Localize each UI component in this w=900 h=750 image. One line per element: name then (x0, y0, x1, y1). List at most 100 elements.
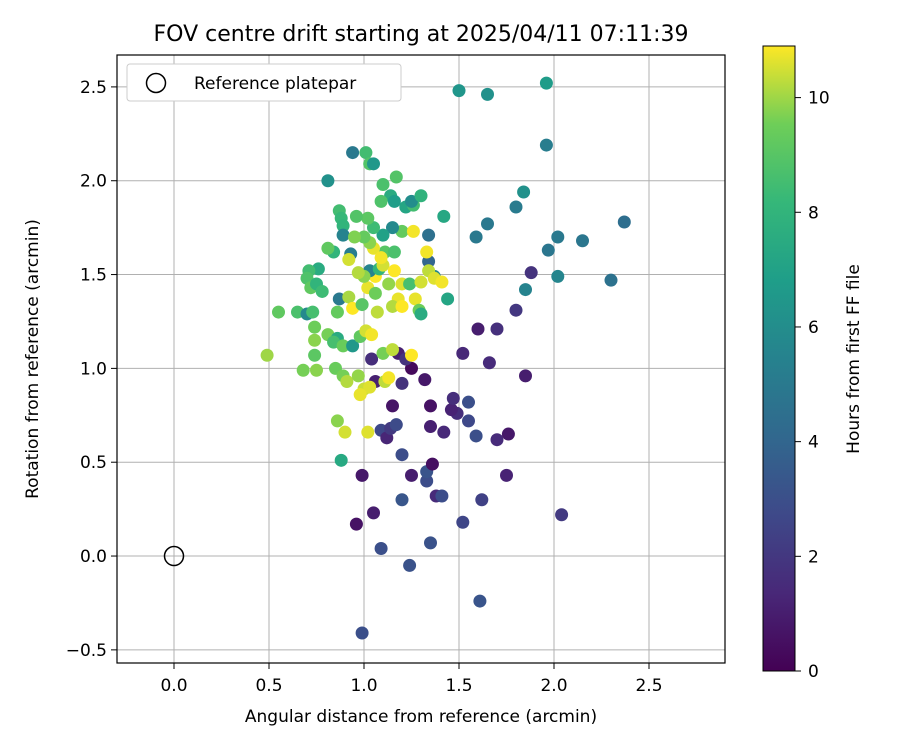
data-point (348, 230, 361, 244)
data-point (420, 474, 434, 488)
data-point (321, 241, 335, 255)
y-tick-label: 1.5 (80, 266, 107, 286)
data-point (490, 322, 504, 336)
data-point (315, 284, 329, 298)
y-tick-label: 2.0 (80, 172, 107, 192)
data-point (359, 146, 373, 160)
data-point (519, 369, 532, 383)
y-axis-ticks: −0.5 0.0 0.5 1.0 1.5 2.0 2.5 (66, 78, 117, 661)
data-point (473, 594, 487, 608)
data-point (444, 403, 458, 417)
data-point (418, 373, 432, 387)
data-point (351, 369, 365, 383)
data-point (351, 266, 365, 280)
data-point (386, 221, 399, 235)
colorbar-ticks: 0 2 4 6 8 10 (795, 89, 830, 682)
data-point (308, 320, 322, 334)
data-point (363, 380, 377, 394)
data-point (349, 517, 363, 531)
y-tick-label: −0.5 (66, 641, 107, 661)
legend-entry-reference-platepar: Reference platepar (194, 74, 356, 94)
reference-platepar-marker (163, 545, 185, 567)
data-point (446, 391, 460, 405)
colorbar: 0 2 4 6 8 10 Hours from first FF file (762, 45, 864, 682)
colorbar-tick-label: 8 (808, 203, 819, 223)
data-point (374, 542, 388, 556)
colorbar-gradient (762, 45, 796, 672)
x-tick-label: 0.0 (160, 676, 187, 696)
data-point (469, 230, 483, 244)
data-point (330, 305, 344, 319)
data-point (435, 275, 449, 289)
data-point (509, 303, 523, 317)
data-point (386, 343, 399, 357)
data-point (405, 468, 418, 482)
data-point (395, 448, 409, 462)
data-point (482, 356, 496, 370)
x-tick-label: 2.5 (635, 676, 662, 696)
colorbar-tick-label: 4 (808, 433, 819, 453)
data-point (308, 333, 322, 347)
data-point (406, 224, 420, 238)
data-point (469, 429, 483, 443)
data-point (403, 277, 417, 291)
colorbar-tick-label: 0 (808, 662, 819, 682)
x-tick-label: 1.5 (445, 676, 472, 696)
legend: Reference platepar (126, 63, 402, 102)
data-point (452, 84, 466, 98)
data-point (551, 230, 565, 244)
data-point (296, 363, 310, 377)
data-point (456, 515, 470, 529)
data-points (260, 76, 631, 640)
y-tick-label: 0.5 (80, 453, 107, 473)
data-point (376, 228, 390, 242)
data-point (424, 399, 437, 413)
data-point (387, 264, 401, 278)
data-point (617, 215, 631, 229)
data-point (386, 399, 399, 413)
data-point (361, 211, 375, 225)
data-point (260, 348, 274, 362)
data-point (425, 457, 439, 471)
data-point (272, 305, 285, 319)
data-point (355, 626, 369, 640)
data-point (395, 376, 409, 390)
data-point (414, 275, 428, 289)
data-point (355, 468, 369, 482)
data-point (490, 433, 504, 447)
reference-marker-group (163, 545, 185, 567)
data-point (604, 273, 618, 287)
data-point (509, 200, 523, 214)
data-point (395, 299, 409, 313)
data-point (310, 363, 323, 377)
data-point (539, 138, 553, 152)
y-tick-label: 1.0 (80, 359, 107, 379)
x-axis-ticks: 0.0 0.5 1.0 1.5 2.0 2.5 (160, 663, 663, 696)
data-point (456, 346, 470, 360)
data-point (353, 388, 367, 402)
y-tick-label: 2.5 (80, 78, 107, 98)
data-point (367, 506, 380, 520)
data-point (365, 352, 379, 366)
data-point (403, 558, 417, 572)
x-tick-label: 2.0 (540, 676, 567, 696)
data-point (367, 221, 380, 235)
data-point (519, 283, 532, 297)
y-axis-label: Rotation from reference (arcmin) (23, 219, 43, 499)
data-point (441, 292, 455, 306)
x-tick-label: 1.0 (350, 676, 377, 696)
data-point (368, 286, 382, 300)
data-point (367, 157, 380, 171)
data-point (387, 194, 401, 208)
colorbar-tick-label: 6 (808, 318, 819, 338)
data-point (405, 348, 418, 362)
data-point (462, 395, 475, 409)
data-point (420, 245, 434, 259)
data-point (405, 194, 418, 208)
data-point (389, 170, 403, 184)
data-point (395, 493, 409, 507)
data-point (382, 277, 396, 291)
data-point (475, 493, 489, 507)
data-point (336, 219, 350, 233)
